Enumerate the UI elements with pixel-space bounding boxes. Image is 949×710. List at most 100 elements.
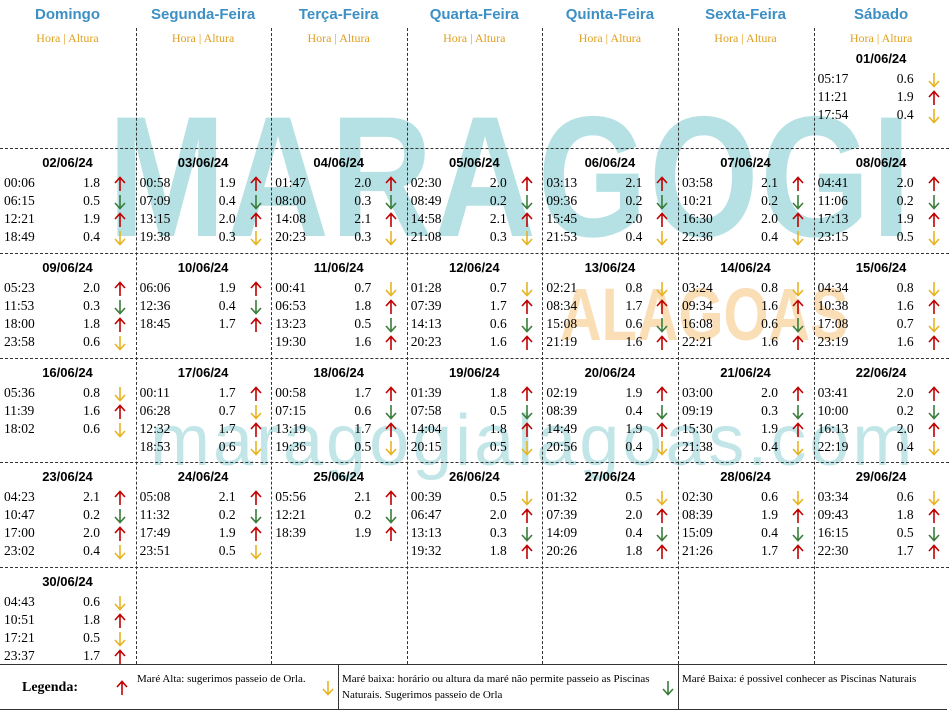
tide-height: 1.9 xyxy=(625,421,643,436)
tide-arrow xyxy=(385,231,397,246)
tide-arrow xyxy=(521,491,533,506)
tide-height: 0.7 xyxy=(896,316,914,331)
tide-height: 0.2 xyxy=(761,193,778,208)
tide-time: 18:39 xyxy=(275,525,306,540)
tide-arrow xyxy=(250,212,262,227)
tide-height: 1.9 xyxy=(354,525,372,540)
tide-arrow xyxy=(385,490,397,505)
tide-time: 20:23 xyxy=(410,334,442,349)
tide-arrow xyxy=(928,386,940,401)
day-header: Terça-Feira xyxy=(298,6,379,23)
tide-height: 0.4 xyxy=(761,229,778,244)
tide-arrow xyxy=(250,441,262,456)
tide-arrow xyxy=(656,282,668,297)
tide-height: 0.2 xyxy=(896,403,914,418)
tide-time: 04:41 xyxy=(817,175,849,190)
tide-time: 02:19 xyxy=(546,385,578,400)
tide-arrow xyxy=(656,299,668,314)
tide-arrow xyxy=(521,441,533,456)
tide-arrow xyxy=(656,335,668,350)
tide-time: 11:06 xyxy=(817,193,848,208)
tide-arrow xyxy=(250,422,262,437)
tide-height: 1.6 xyxy=(489,334,507,349)
tide-arrow xyxy=(250,176,262,191)
tide-arrow xyxy=(656,527,668,542)
tide-time: 11:53 xyxy=(4,298,35,313)
tide-time: 17:08 xyxy=(817,316,849,331)
tide-height: 0.6 xyxy=(83,594,100,609)
day-header: Domingo xyxy=(35,6,100,23)
tide-time: 04:34 xyxy=(817,280,849,295)
column-divider xyxy=(271,28,272,664)
subheader: Hora | Altura xyxy=(171,31,235,45)
tide-height: 1.6 xyxy=(83,403,100,418)
row-divider xyxy=(0,462,949,463)
tide-arrow xyxy=(114,404,126,419)
tide-time: 21:26 xyxy=(682,543,713,558)
tide-time: 10:21 xyxy=(682,193,713,208)
tide-height: 1.8 xyxy=(625,543,643,558)
date: 11/06/24 xyxy=(313,260,364,275)
tide-time: 08:00 xyxy=(275,193,306,208)
day-header: Segunda-Feira xyxy=(151,6,256,23)
legend-title: Legenda: xyxy=(22,680,78,695)
tide-height: 2.0 xyxy=(354,175,372,190)
tide-arrow xyxy=(114,300,126,315)
date: 01/06/24 xyxy=(855,51,907,66)
tide-arrow xyxy=(928,231,940,246)
tide-arrow xyxy=(792,544,804,559)
tide-arrow xyxy=(656,544,668,559)
tide-height: 1.6 xyxy=(625,334,643,349)
tide-time: 21:08 xyxy=(410,229,442,244)
watermark-main: MARAGOGI xyxy=(108,81,913,273)
tide-arrow xyxy=(385,299,397,314)
tide-time: 19:30 xyxy=(275,334,306,349)
tide-arrow xyxy=(792,405,804,420)
date: 09/06/24 xyxy=(42,260,93,275)
tide-height: 0.2 xyxy=(354,507,372,522)
tide-time: 19:36 xyxy=(275,439,306,454)
tide-arrow xyxy=(250,281,262,296)
tide-arrow xyxy=(114,423,126,438)
tide-arrow xyxy=(322,681,334,696)
tide-time: 05:23 xyxy=(4,280,35,295)
tide-height: 0.5 xyxy=(354,439,372,454)
tide-time: 23:58 xyxy=(4,334,35,349)
date: 07/06/24 xyxy=(720,155,771,170)
tide-arrow xyxy=(656,212,668,227)
tide-height: 1.7 xyxy=(218,316,236,331)
row-divider xyxy=(0,358,949,359)
tide-height: 2.0 xyxy=(896,385,914,400)
tide-time: 03:58 xyxy=(682,175,713,190)
tide-arrow xyxy=(116,680,128,695)
tide-arrow xyxy=(521,231,533,246)
tide-time: 06:15 xyxy=(4,193,35,208)
tide-arrow xyxy=(656,508,668,523)
tide-arrow xyxy=(656,318,668,333)
tide-height: 1.7 xyxy=(218,421,236,436)
tide-height: 1.7 xyxy=(354,421,372,436)
tide-time: 13:23 xyxy=(275,316,306,331)
column-divider xyxy=(542,28,543,664)
tide-time: 02:21 xyxy=(546,280,578,295)
tide-time: 20:56 xyxy=(546,439,578,454)
tide-height: 1.7 xyxy=(489,298,507,313)
day-header: Sábado xyxy=(854,6,909,23)
tide-height: 1.8 xyxy=(83,316,100,331)
date: 30/06/24 xyxy=(42,574,93,589)
tide-height: 1.7 xyxy=(761,543,778,558)
tide-time: 09:34 xyxy=(682,298,713,313)
tide-time: 22:21 xyxy=(682,334,713,349)
tide-arrow xyxy=(792,299,804,314)
subheader: Hora | Altura xyxy=(714,31,777,45)
tide-height: 2.1 xyxy=(83,489,100,504)
date: 19/06/24 xyxy=(448,365,500,380)
tide-height: 0.8 xyxy=(761,280,778,295)
tide-height: 2.0 xyxy=(218,211,236,226)
tide-time: 23:19 xyxy=(817,334,849,349)
tide-time: 08:39 xyxy=(682,507,713,522)
tide-time: 06:28 xyxy=(139,403,171,418)
tide-height: 1.7 xyxy=(896,543,914,558)
tide-time: 23:37 xyxy=(4,648,35,663)
